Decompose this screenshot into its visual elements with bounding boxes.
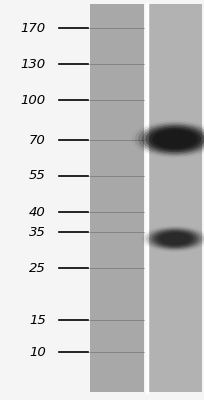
Text: 15: 15 <box>29 314 46 326</box>
Ellipse shape <box>152 230 199 248</box>
Ellipse shape <box>146 227 204 250</box>
Text: 100: 100 <box>21 94 46 106</box>
Text: 55: 55 <box>29 170 46 182</box>
Ellipse shape <box>154 231 196 247</box>
Ellipse shape <box>152 129 198 149</box>
Bar <box>148 4 202 392</box>
Ellipse shape <box>142 125 204 154</box>
Ellipse shape <box>160 233 190 245</box>
Text: 70: 70 <box>29 134 46 146</box>
Ellipse shape <box>145 126 204 152</box>
Text: 25: 25 <box>29 262 46 274</box>
Ellipse shape <box>149 128 201 151</box>
Ellipse shape <box>149 228 201 249</box>
Text: 10: 10 <box>29 346 46 358</box>
Text: 40: 40 <box>29 206 46 218</box>
Ellipse shape <box>157 232 193 246</box>
Text: 35: 35 <box>29 226 46 238</box>
Ellipse shape <box>143 226 204 251</box>
Text: 170: 170 <box>21 22 46 34</box>
Ellipse shape <box>135 122 204 157</box>
Ellipse shape <box>156 131 194 148</box>
Text: 130: 130 <box>21 58 46 70</box>
Bar <box>90 4 144 392</box>
Ellipse shape <box>138 123 204 155</box>
